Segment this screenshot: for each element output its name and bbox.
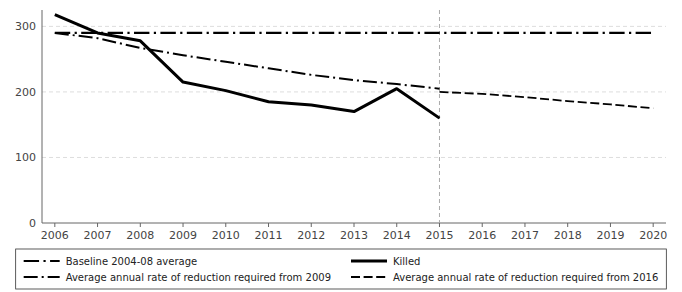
x-tick-label: 2016 xyxy=(468,229,496,242)
legend-swatch xyxy=(351,276,387,278)
x-tick xyxy=(653,223,654,227)
x-tick xyxy=(54,223,55,227)
grid xyxy=(42,26,666,157)
x-tick-label: 2010 xyxy=(212,229,240,242)
x-tick xyxy=(524,223,525,227)
y-tick-label: 200 xyxy=(15,86,36,99)
x-tick-label: 2009 xyxy=(169,229,197,242)
x-tick-label: 2019 xyxy=(596,229,624,242)
legend-label: Average annual rate of reduction require… xyxy=(393,272,658,283)
x-axis xyxy=(42,223,666,224)
x-tick-label: 2015 xyxy=(425,229,453,242)
x-tick-label: 2006 xyxy=(41,229,69,242)
x-tick xyxy=(482,223,483,227)
legend-item: Average annual rate of reduction require… xyxy=(24,272,331,283)
x-tick-label: 2011 xyxy=(255,229,283,242)
x-tick xyxy=(140,223,141,227)
legend-swatch xyxy=(351,260,387,263)
x-tick xyxy=(97,223,98,227)
x-tick-label: 2018 xyxy=(554,229,582,242)
x-tick-label: 2008 xyxy=(126,229,154,242)
x-tick xyxy=(225,223,226,227)
legend-label: Baseline 2004-08 average xyxy=(66,256,197,267)
legend-label: Average annual rate of reduction require… xyxy=(66,272,331,283)
y-tick-label: 0 xyxy=(29,217,36,230)
series-line xyxy=(55,32,653,34)
legend: Baseline 2004-08 average Killed Average an… xyxy=(16,249,667,289)
grid-line xyxy=(42,157,666,158)
legend-item: Baseline 2004-08 average xyxy=(24,256,197,267)
legend-item: Killed xyxy=(351,256,420,267)
chart: Baseline 2004-08 average Killed Average an… xyxy=(0,0,682,292)
x-tick xyxy=(354,223,355,227)
x-tick xyxy=(311,223,312,227)
series-line xyxy=(439,92,653,108)
legend-label: Killed xyxy=(393,256,420,267)
x-tick-label: 2014 xyxy=(383,229,411,242)
legend-item: Average annual rate of reduction require… xyxy=(351,272,658,283)
x-tick xyxy=(610,223,611,227)
series-line xyxy=(55,33,440,89)
x-tick xyxy=(268,223,269,227)
x-tick-label: 2012 xyxy=(297,229,325,242)
x-tick xyxy=(439,223,440,227)
y-tick-label: 300 xyxy=(15,20,36,33)
x-tick-label: 2017 xyxy=(511,229,539,242)
series-line xyxy=(55,15,440,119)
y-axis xyxy=(42,10,43,223)
x-tick-label: 2007 xyxy=(84,229,112,242)
x-tick-label: 2020 xyxy=(639,229,667,242)
legend-box xyxy=(16,249,667,289)
x-tick xyxy=(183,223,184,227)
legend-swatch xyxy=(24,260,60,262)
x-tick xyxy=(567,223,568,227)
plot-data xyxy=(55,10,653,223)
grid-line xyxy=(42,91,666,92)
y-tick-label: 100 xyxy=(15,151,36,164)
x-tick xyxy=(396,223,397,227)
grid-line xyxy=(42,26,666,27)
x-tick-label: 2013 xyxy=(340,229,368,242)
legend-swatch xyxy=(24,276,60,278)
